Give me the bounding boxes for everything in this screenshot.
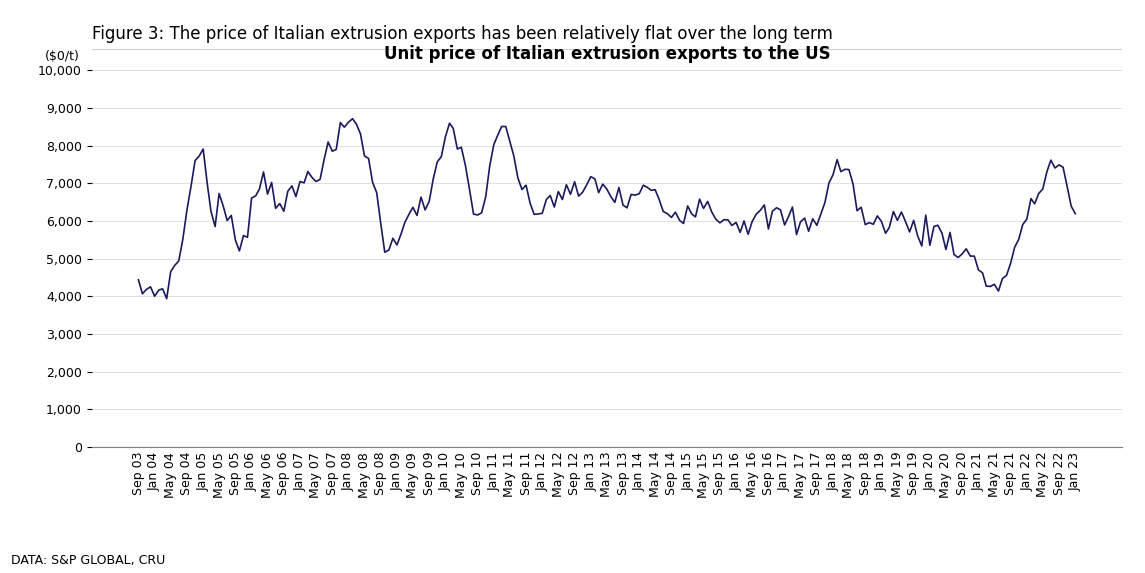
Text: Figure 3: The price of Italian extrusion exports has been relatively flat over t: Figure 3: The price of Italian extrusion…: [92, 25, 832, 42]
Title: Unit price of Italian extrusion exports to the US: Unit price of Italian extrusion exports …: [384, 45, 830, 63]
Text: ($0/t): ($0/t): [46, 50, 80, 63]
Text: DATA: S&P GLOBAL, CRU: DATA: S&P GLOBAL, CRU: [11, 554, 166, 567]
